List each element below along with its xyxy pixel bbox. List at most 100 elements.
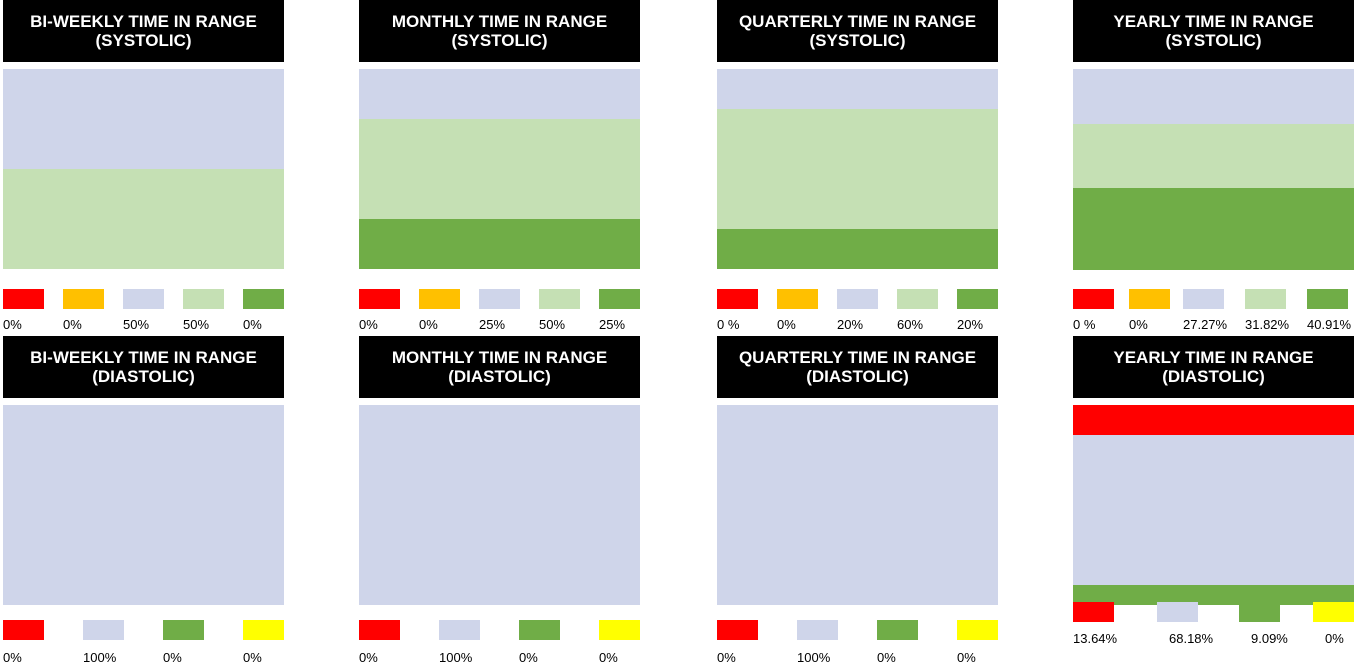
legend-swatch	[1073, 289, 1114, 309]
chart-title: QUARTERLY TIME IN RANGE (SYSTOLIC)	[717, 0, 998, 62]
legend-swatch	[83, 620, 124, 640]
data-label: 60%	[897, 317, 924, 332]
legend-swatch	[63, 289, 104, 309]
bar-segment	[359, 69, 640, 119]
data-label: 0%	[359, 317, 378, 332]
data-label: 0%	[243, 650, 262, 665]
data-label: 0%	[163, 650, 182, 665]
bar-segment	[359, 219, 640, 269]
data-label: 0%	[1129, 317, 1148, 332]
data-label: 13.64%	[1073, 631, 1118, 646]
stacked-bar	[1073, 405, 1354, 605]
legend-swatch	[777, 289, 818, 309]
panel-biweekly-systolic: BI-WEEKLY TIME IN RANGE (SYSTOLIC) 0% 0% 5…	[3, 0, 284, 335]
chart-title: YEARLY TIME IN RANGE (SYSTOLIC)	[1073, 0, 1354, 62]
legend-swatch	[1073, 602, 1114, 622]
data-label: 40.91%	[1307, 317, 1352, 332]
bar-segment	[1073, 585, 1354, 605]
data-label: 0%	[3, 317, 22, 332]
bar-segment	[1073, 188, 1354, 270]
legend-swatch	[897, 289, 938, 309]
data-label: 68.18%	[1169, 631, 1214, 646]
legend-swatch	[539, 289, 580, 309]
bar-segment	[717, 229, 998, 269]
legend-swatch	[439, 620, 480, 640]
chart-title: YEARLY TIME IN RANGE (DIASTOLIC)	[1073, 336, 1354, 398]
data-label: 100%	[797, 650, 831, 665]
legend-swatch	[519, 620, 560, 640]
legend-swatch	[877, 620, 918, 640]
data-label: 0%	[63, 317, 82, 332]
legend-swatch	[163, 620, 204, 640]
legend-swatch	[419, 289, 460, 309]
legend-swatch	[359, 289, 400, 309]
data-label: 0%	[243, 317, 262, 332]
chart-title: MONTHLY TIME IN RANGE (SYSTOLIC)	[359, 0, 640, 62]
bar-segment	[359, 119, 640, 219]
data-label: 50%	[123, 317, 150, 332]
legend-swatch	[1183, 289, 1224, 309]
panel-monthly-diastolic: MONTHLY TIME IN RANGE (DIASTOLIC) 0% 100%…	[359, 336, 640, 670]
legend-swatch	[243, 620, 284, 640]
bar-segment	[3, 169, 284, 269]
legend-swatch	[599, 289, 640, 309]
bar-segment	[3, 405, 284, 605]
legend-swatch	[957, 620, 998, 640]
data-label: 100%	[439, 650, 473, 665]
panel-quarterly-diastolic: QUARTERLY TIME IN RANGE (DIASTOLIC) 0% 10…	[717, 336, 998, 670]
legend-swatch	[957, 289, 998, 309]
data-label: 0%	[1325, 631, 1344, 646]
legend-swatch	[3, 289, 44, 309]
chart-title: BI-WEEKLY TIME IN RANGE (DIASTOLIC)	[3, 336, 284, 398]
data-label: 31.82%	[1245, 317, 1290, 332]
data-label: 20%	[837, 317, 864, 332]
data-label: 0%	[717, 650, 736, 665]
bar-segment	[1073, 435, 1354, 585]
stacked-bar	[3, 405, 284, 605]
legend-swatch	[717, 289, 758, 309]
data-label: 0%	[877, 650, 896, 665]
legend-swatch	[1129, 289, 1170, 309]
stacked-bar	[359, 69, 640, 269]
panel-yearly-systolic: YEARLY TIME IN RANGE (SYSTOLIC) 0 % 0% 27.…	[1073, 0, 1354, 335]
bar-segment	[359, 405, 640, 605]
legend-swatch	[3, 620, 44, 640]
bar-segment	[3, 69, 284, 169]
data-label: 0%	[957, 650, 976, 665]
legend-swatch	[183, 289, 224, 309]
legend-swatch	[717, 620, 758, 640]
legend-swatch	[123, 289, 164, 309]
bar-segment	[1073, 124, 1354, 188]
data-label: 20%	[957, 317, 984, 332]
bar-segment	[1073, 69, 1354, 124]
stacked-bar	[717, 405, 998, 605]
data-label: 0%	[519, 650, 538, 665]
data-label: 25%	[479, 317, 506, 332]
data-label: 0%	[599, 650, 618, 665]
bar-segment	[717, 69, 998, 109]
chart-title: MONTHLY TIME IN RANGE (DIASTOLIC)	[359, 336, 640, 398]
bar-segment	[717, 109, 998, 229]
legend-swatch	[599, 620, 640, 640]
stacked-bar	[359, 405, 640, 605]
data-label: 0%	[777, 317, 796, 332]
panel-quarterly-systolic: QUARTERLY TIME IN RANGE (SYSTOLIC) 0 % 0%…	[717, 0, 998, 335]
data-label: 0%	[359, 650, 378, 665]
bar-segment	[1073, 405, 1354, 435]
legend-swatch	[1245, 289, 1286, 309]
panel-yearly-diastolic: YEARLY TIME IN RANGE (DIASTOLIC) 13.64% 6…	[1073, 336, 1354, 670]
legend-swatch	[1313, 602, 1354, 622]
data-label: 25%	[599, 317, 626, 332]
legend-swatch	[1307, 289, 1348, 309]
legend-swatch	[837, 289, 878, 309]
data-label: 0 %	[717, 317, 740, 332]
legend-swatch	[479, 289, 520, 309]
panel-monthly-systolic: MONTHLY TIME IN RANGE (SYSTOLIC) 0% 0% 25%…	[359, 0, 640, 335]
legend-swatch	[359, 620, 400, 640]
stacked-bar	[717, 69, 998, 269]
data-label: 50%	[183, 317, 210, 332]
data-label: 0%	[419, 317, 438, 332]
legend-swatch	[1157, 602, 1198, 622]
stacked-bar	[1073, 69, 1354, 270]
bar-segment	[717, 405, 998, 605]
